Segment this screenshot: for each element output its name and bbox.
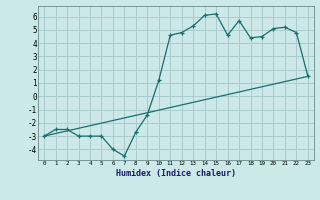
X-axis label: Humidex (Indice chaleur): Humidex (Indice chaleur) [116, 169, 236, 178]
